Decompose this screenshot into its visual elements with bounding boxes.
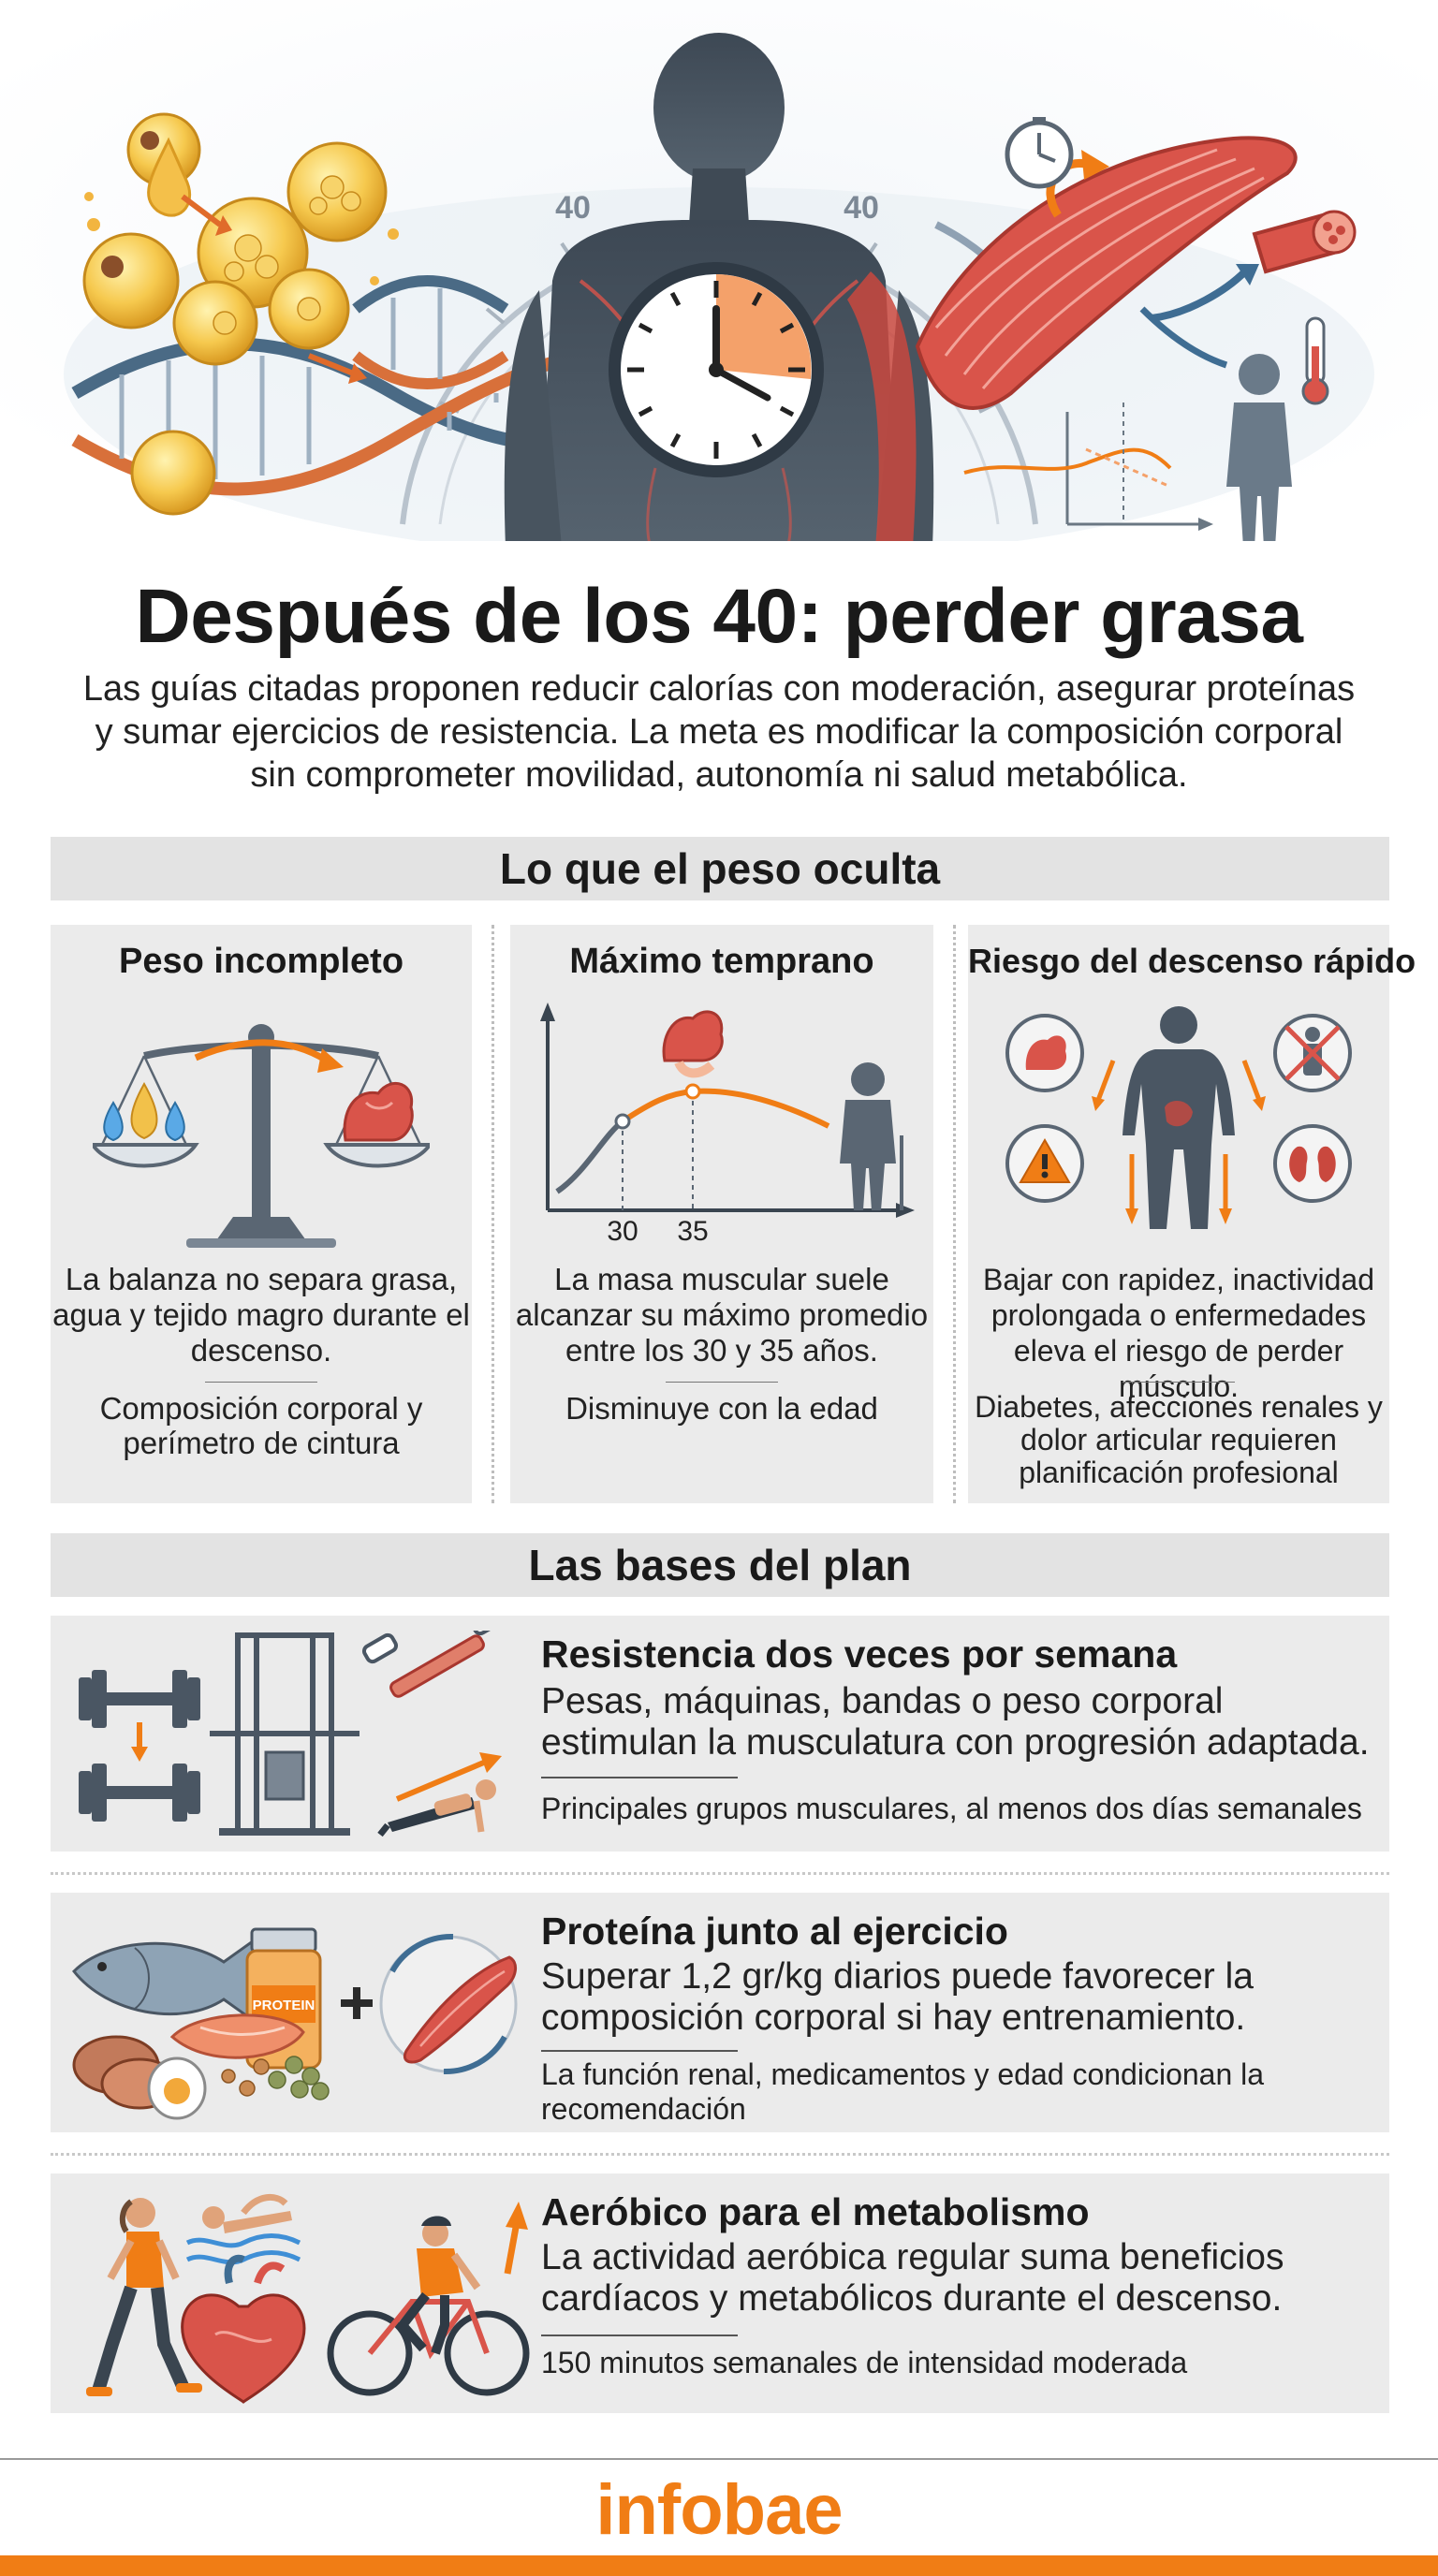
card-divider — [666, 1382, 778, 1383]
dial-label-left: 40 — [555, 190, 591, 226]
jar-label: PROTEIN — [253, 1998, 315, 2013]
protein-foods-icon: PROTEIN — [72, 1927, 518, 2120]
row-title: Proteína junto al ejercicio — [541, 1910, 1008, 1953]
card-divider — [205, 1382, 317, 1383]
row-separator — [51, 2153, 1389, 2156]
warning-badge-icon — [1005, 1124, 1084, 1203]
mini-line-chart-icon — [963, 402, 1213, 531]
walking-woman-icon — [86, 2198, 202, 2396]
footer-accent-bar — [0, 2555, 1438, 2576]
card-title: Riesgo del descenso rápido — [968, 942, 1416, 980]
egg-icon — [147, 2056, 207, 2120]
card-title: Peso incompleto — [118, 942, 404, 981]
row-divider — [541, 2050, 738, 2052]
small-clock-icon — [1005, 117, 1074, 189]
plus-icon — [341, 1987, 373, 2019]
card-description: La masa muscular suele alcanzar su máxim… — [515, 1262, 929, 1368]
row-note: La función renal, medicamentos y edad co… — [541, 2057, 1265, 2126]
card-note: Disminuye con la edad — [565, 1391, 878, 1426]
row-divider — [541, 1777, 738, 1778]
aerobic-activities-icon — [86, 2193, 530, 2404]
page-title: Después de los 40: perder grasa — [135, 574, 1303, 659]
no-mobility-badge-icon — [1273, 1014, 1352, 1092]
salmon-icon — [169, 2013, 305, 2059]
section-header-hidden-weight: Lo que el peso oculta — [51, 837, 1389, 900]
row-aerobic-metabolism: Aeróbico para el metabolismo La activida… — [51, 2174, 1389, 2413]
axis-label-30: 30 — [607, 1216, 638, 1247]
card-early-peak: Máximo temprano 30 35 La masa muscular s… — [510, 925, 933, 1503]
risk-icons-group — [1005, 1006, 1352, 1229]
person-silhouette-icon — [1226, 354, 1292, 548]
card-rapid-loss-risk: Riesgo del descenso rápido — [968, 925, 1416, 1503]
row-divider — [541, 2334, 738, 2336]
card-divider — [1123, 1382, 1235, 1383]
heart-icon — [181, 2254, 306, 2404]
card-note: Composición corporal y perímetro de cint… — [99, 1391, 423, 1460]
fish-icon — [72, 1935, 258, 2027]
dumbbell-icon — [79, 1670, 200, 1822]
card-incomplete-weight: Peso incompleto La balanza no separa gra… — [51, 925, 472, 1503]
gym-machine-icon — [210, 1632, 360, 1836]
clock-icon — [609, 262, 824, 477]
hero-illustration: 40 40 — [0, 0, 1438, 548]
row-separator — [51, 1872, 1389, 1875]
column-separator — [953, 925, 956, 1503]
row-description: Superar 1,2 gr/kg diarios puede favorece… — [541, 1956, 1254, 2038]
row-title: Aeróbico para el metabolismo — [541, 2190, 1090, 2233]
column-separator — [492, 925, 494, 1503]
resistance-equipment-icon — [79, 1631, 506, 1837]
row-protein-with-exercise: PROTEIN Proteína j — [51, 1893, 1389, 2132]
thermometer-icon — [1301, 316, 1329, 405]
scale-balance-icon — [93, 1024, 430, 1248]
row-title: Resistencia dos veces por semana — [541, 1632, 1178, 1676]
resistance-band-icon — [361, 1631, 506, 1698]
row-note: Principales grupos musculares, al menos … — [541, 1792, 1362, 1825]
row-description: La actividad aeróbica regular suma benef… — [541, 2237, 1284, 2319]
row-resistance-training: Resistencia dos veces por semana Pesas, … — [51, 1616, 1389, 1852]
legumes-icon — [221, 2056, 330, 2100]
swimmer-icon — [185, 2193, 301, 2265]
muscle-cycle-icon — [379, 1933, 518, 2075]
muscle-peak-chart-icon: 30 35 — [540, 1003, 915, 1247]
lead-paragraph: Las guías citadas proponen reducir calor… — [82, 669, 1356, 795]
kidneys-badge-icon — [1273, 1124, 1352, 1203]
fat-cells-icon — [82, 112, 399, 516]
flexed-arm-badge-icon — [1005, 1014, 1084, 1092]
dial-label-right: 40 — [844, 190, 879, 226]
human-silhouette-icon — [504, 33, 934, 548]
cyclist-icon — [327, 2216, 530, 2396]
section-header-plan-basics: Las bases del plan — [51, 1533, 1389, 1597]
axis-label-35: 35 — [677, 1216, 708, 1247]
pushup-person-icon — [377, 1779, 496, 1837]
footer-divider — [0, 2458, 1438, 2460]
card-description: La balanza no separa grasa, agua y tejid… — [52, 1262, 470, 1368]
card-title: Máximo temprano — [569, 942, 874, 981]
muscle-icon — [915, 136, 1357, 410]
row-description: Pesas, máquinas, bandas o peso corporal … — [541, 1681, 1370, 1763]
row-note: 150 minutos semanales de intensidad mode… — [541, 2346, 1188, 2379]
infobae-logo[interactable]: infobae — [595, 2470, 843, 2550]
card-description: Bajar con rapidez, inactividad prolongad… — [982, 1263, 1374, 1403]
card-note: Diabetes, afecciones renales y dolor art… — [975, 1390, 1383, 1489]
